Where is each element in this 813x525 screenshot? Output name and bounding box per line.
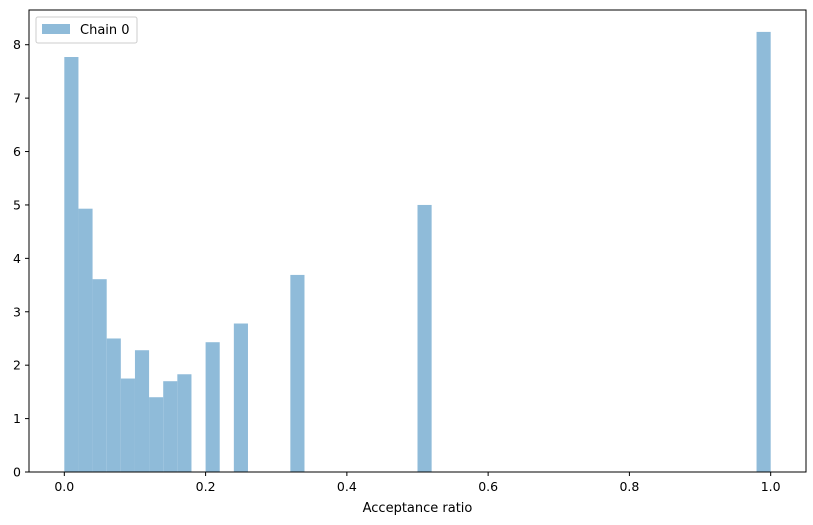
x-tick-label: 0.4 <box>337 479 357 494</box>
histogram-bar <box>233 323 248 472</box>
x-axis-label: Acceptance ratio <box>363 501 473 516</box>
x-tick-label: 1.0 <box>761 479 781 494</box>
y-axis-ticks: 0 1 2 3 4 5 6 7 8 <box>13 37 29 480</box>
histogram-bar <box>134 350 150 472</box>
x-tick-label: 0.2 <box>196 479 216 494</box>
y-tick-label: 5 <box>13 197 21 212</box>
y-tick-label: 0 <box>13 465 21 480</box>
axes-frame <box>28 9 807 473</box>
histogram-bar <box>205 342 220 472</box>
y-tick-label: 7 <box>13 91 21 106</box>
y-tick-label: 3 <box>13 304 21 319</box>
bars-group <box>64 31 771 473</box>
y-tick-label: 4 <box>13 251 21 266</box>
x-axis-ticks: 0.0 0.2 0.4 0.6 0.8 1.0 <box>54 472 781 494</box>
x-tick-label: 0.6 <box>478 479 498 494</box>
y-tick-label: 2 <box>13 358 21 373</box>
legend: Chain 0 <box>35 16 138 44</box>
histogram-bar <box>177 374 192 472</box>
histogram-bar <box>78 208 93 472</box>
y-tick-label: 8 <box>13 37 21 52</box>
histogram-bar <box>756 31 771 473</box>
histogram-bar <box>106 338 121 472</box>
histogram-bar <box>163 381 178 472</box>
y-tick-label: 6 <box>13 144 21 159</box>
legend-box <box>35 16 138 44</box>
legend-label: Chain 0 <box>80 23 130 38</box>
histogram-bar <box>417 204 432 472</box>
y-tick-label: 1 <box>13 411 21 426</box>
histogram-bar <box>92 279 107 472</box>
histogram-bar <box>290 274 305 472</box>
legend-swatch <box>42 24 70 34</box>
histogram-bar <box>120 378 135 472</box>
histogram-bar <box>149 397 164 472</box>
x-tick-label: 0.8 <box>619 479 639 494</box>
x-tick-label: 0.0 <box>54 479 74 494</box>
histogram-bar <box>64 57 79 472</box>
